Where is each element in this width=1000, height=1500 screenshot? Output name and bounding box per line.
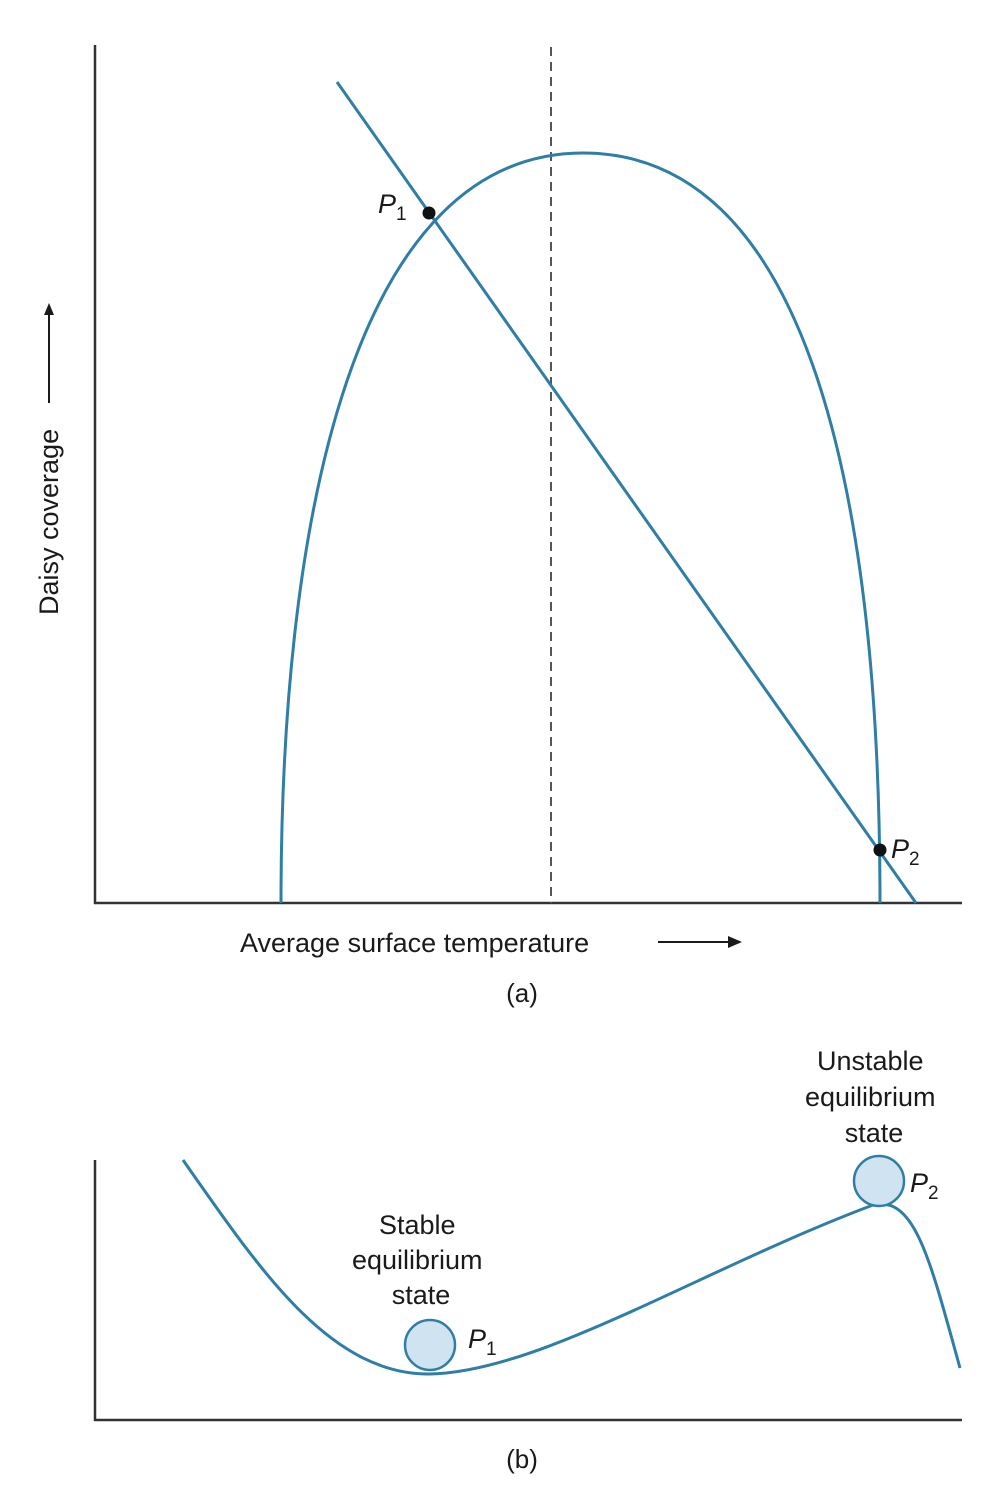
panel-b-p1-label: P1 [468, 1324, 497, 1360]
y-axis-label: Daisy coverage [34, 429, 64, 615]
point-p2-label: P2 [891, 834, 920, 870]
unstable-ball [852, 1154, 906, 1208]
panel-b: P1 P2 Stable equilibrium state Unstable … [93, 1046, 962, 1474]
panel-b-p2-label: P2 [910, 1168, 939, 1204]
panel-a-caption: (a) [506, 978, 538, 1008]
stable-ball [403, 1318, 457, 1372]
y-axis-label-group: Daisy coverage [34, 303, 64, 615]
stable-label: Stable equilibrium state [352, 1210, 490, 1310]
point-p2-marker [873, 843, 887, 857]
y-axis-arrow-head [44, 303, 54, 315]
unstable-label: Unstable equilibrium state [805, 1046, 943, 1148]
point-p1-marker [422, 206, 436, 220]
x-axis-label: Average surface temperature [240, 928, 589, 958]
x-axis-arrow-head [728, 936, 742, 948]
panel-b-caption: (b) [506, 1444, 538, 1474]
daisy-growth-curve [279, 151, 882, 904]
panel-a: P1 P2 Daisy coverage Average surface tem… [34, 45, 962, 1008]
temperature-response-line [335, 81, 918, 904]
potential-curve [181, 1159, 962, 1376]
point-p1-label: P1 [378, 189, 407, 225]
